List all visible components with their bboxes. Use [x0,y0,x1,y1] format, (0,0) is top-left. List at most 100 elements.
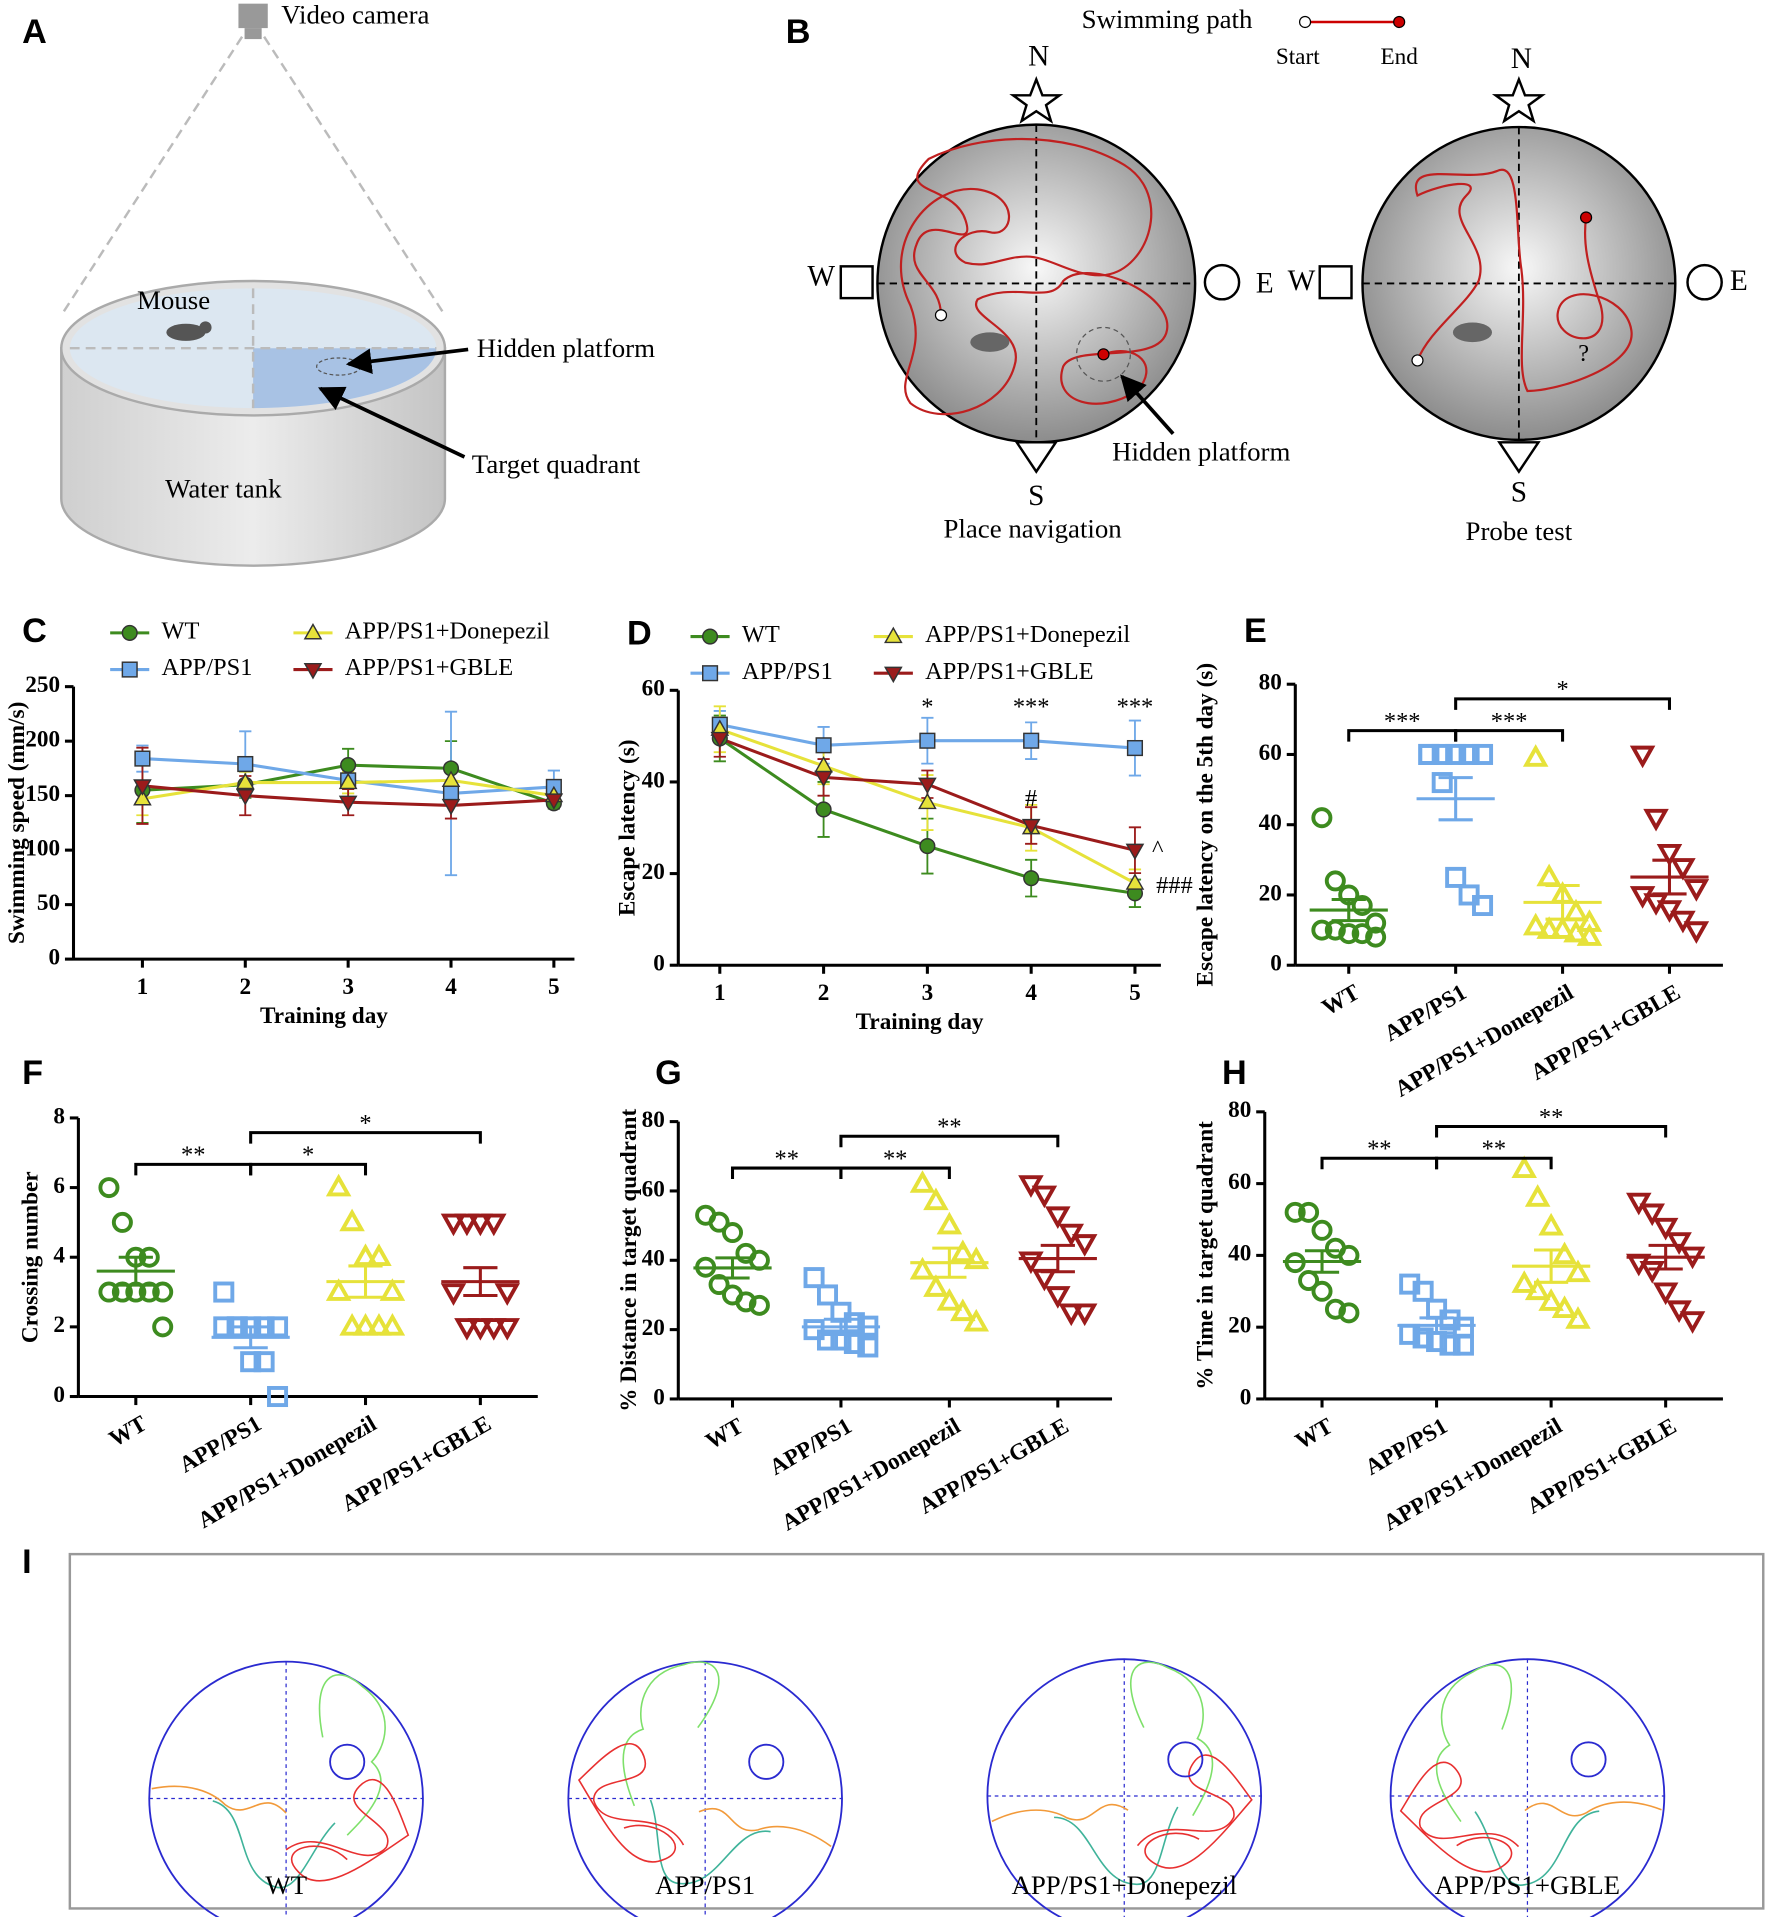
marker [253,1351,275,1373]
mouse-icon [199,321,212,334]
marker [803,1267,825,1289]
y-axis-label: Crossing number [17,1171,43,1343]
marker [1565,1306,1591,1329]
marker [1338,1244,1360,1266]
sem-bar [1648,1243,1683,1271]
annotation: ^ [1152,835,1164,862]
marker [325,1173,352,1197]
marker [1511,1270,1537,1293]
marker [1058,1303,1085,1327]
marker [1551,1241,1578,1265]
east-circle [1686,263,1723,301]
legend-label: APP/PS1 [742,658,833,685]
marker [1311,1280,1333,1302]
swim-path [1129,1661,1214,1817]
sem-bar [1331,898,1366,923]
marker [1683,879,1710,902]
significance-label: * [302,1142,314,1169]
marker [708,1274,730,1296]
marker [1551,1295,1578,1319]
marker [1652,1217,1679,1241]
marker [1626,1192,1652,1216]
marker [1351,923,1373,945]
marker [1445,866,1467,888]
marker [1549,916,1576,939]
marker [950,1298,976,1322]
x-tick-label: WT [105,1410,152,1452]
marker [918,792,937,810]
marker [338,772,358,790]
legend-marker [884,666,903,684]
x-tick-label: 5 [548,974,560,1000]
marker [710,731,730,749]
sem-bar [233,1325,268,1350]
y-tick-label: 40 [642,767,665,793]
marker [1058,1223,1085,1247]
marker [909,1170,936,1193]
marker [267,1316,289,1338]
pool-right: ? N W E S Probe test [1288,43,1748,546]
tracks [577,1661,832,1885]
end-dot [1097,348,1110,361]
label: Target quadrant [472,449,641,479]
south-triangle [1497,441,1541,474]
marker [339,1208,365,1232]
marker [267,1386,289,1408]
marker [936,1211,963,1235]
y-tick-label: 80 [1228,1097,1251,1123]
marker [919,732,936,749]
marker [325,1278,352,1301]
legend-label: APP/PS1+Donepezil [925,621,1130,648]
panel-label: D [627,614,652,652]
marker [815,801,832,818]
arrow [317,386,466,459]
marker [454,1213,480,1237]
y-tick-label: 50 [37,890,60,916]
marker [1538,1212,1564,1236]
significance-label: *** [1384,708,1421,735]
swim-path [899,137,1169,416]
marker [1656,900,1683,923]
y-axis-label: Swimming speed (mm/s) [4,702,30,944]
marker [481,1318,507,1341]
y-tick-label: 0 [53,1382,65,1408]
marker [1311,807,1333,829]
platform [748,1743,785,1780]
end-dot [1579,211,1593,224]
target-quadrant [253,348,437,409]
marker [98,1177,120,1199]
marker [815,737,832,754]
track-plot [986,1658,1262,1917]
marker [1639,1203,1665,1227]
marker [240,1351,262,1373]
marker [1365,926,1387,948]
x-tick-label: 3 [342,974,354,1000]
marker [814,770,833,788]
marker [722,1222,744,1244]
marker [1431,743,1453,765]
chart-e: E 0 20 40 60 80 Escape latency on the 5th day … [1193,612,1723,1103]
sem-bar [1534,1248,1569,1284]
x-tick-label: 1 [137,974,149,1000]
swim-path [212,1800,336,1889]
sem-bar [1304,1249,1340,1274]
marker [918,777,937,795]
annotation: # [1025,785,1037,812]
y-tick-label: 60 [1259,740,1282,766]
marker [111,1281,133,1303]
marker [936,1288,963,1311]
marker [366,1243,392,1267]
swim-path [318,1674,386,1836]
marker [1524,1184,1551,1207]
label: Start [1276,44,1320,70]
legend-label: WT [161,618,199,645]
start-dot [1298,15,1312,29]
view-line [62,35,244,313]
significance-label: *** [1491,708,1528,735]
legend-marker [303,622,323,640]
north-star [1491,76,1546,124]
marker [1018,1251,1044,1275]
marker [1045,1206,1071,1230]
mouse-icon [166,323,206,341]
caption: APP/PS1 [655,1870,755,1900]
